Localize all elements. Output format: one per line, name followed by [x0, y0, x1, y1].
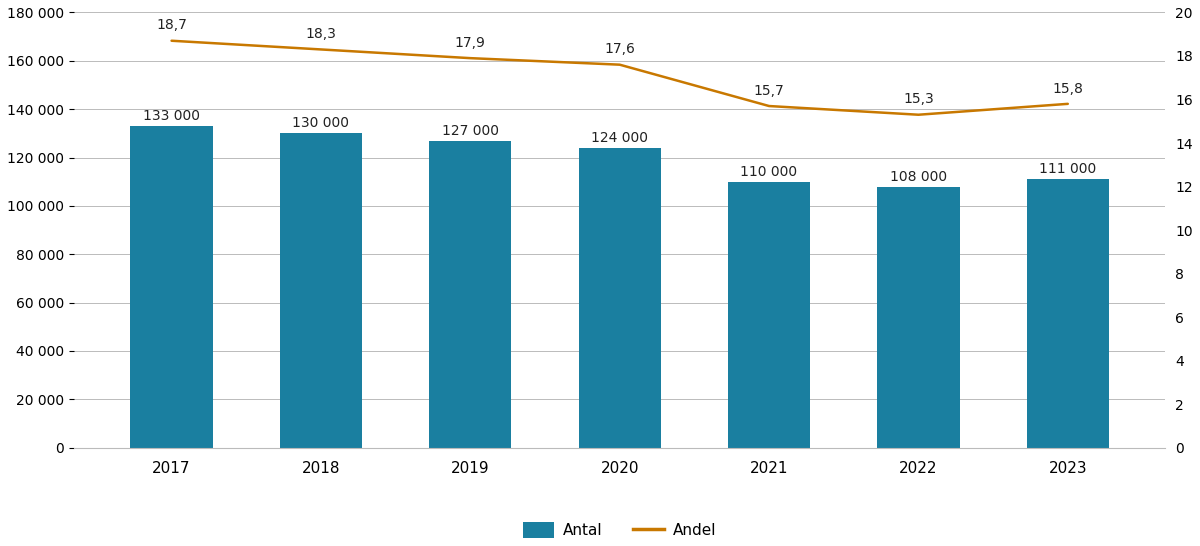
Text: 108 000: 108 000: [890, 170, 947, 183]
Bar: [578, 148, 661, 448]
Bar: [430, 141, 511, 448]
Bar: [1027, 179, 1109, 448]
Legend: Antal, Andel: Antal, Andel: [517, 517, 722, 544]
Line: Andel: Andel: [172, 41, 1068, 115]
Text: 111 000: 111 000: [1039, 162, 1097, 176]
Andel: [1061, 100, 1075, 107]
Bar: [131, 126, 212, 448]
Andel: [313, 46, 328, 53]
Andel: [164, 38, 179, 44]
Andel: [911, 111, 925, 118]
Text: 15,3: 15,3: [904, 92, 934, 106]
Text: 133 000: 133 000: [143, 109, 200, 123]
Text: 18,7: 18,7: [156, 19, 187, 32]
Bar: [877, 187, 960, 448]
Text: 17,9: 17,9: [455, 36, 486, 50]
Text: 15,7: 15,7: [754, 84, 785, 98]
Andel: [612, 61, 626, 68]
Text: 127 000: 127 000: [442, 124, 499, 138]
Andel: [463, 55, 478, 61]
Andel: [762, 103, 776, 109]
Text: 124 000: 124 000: [592, 131, 648, 145]
Bar: [728, 182, 810, 448]
Text: 130 000: 130 000: [293, 116, 349, 130]
Bar: [280, 133, 362, 448]
Text: 110 000: 110 000: [740, 165, 798, 179]
Text: 18,3: 18,3: [306, 27, 336, 41]
Text: 17,6: 17,6: [605, 43, 635, 56]
Text: 15,8: 15,8: [1052, 81, 1084, 96]
